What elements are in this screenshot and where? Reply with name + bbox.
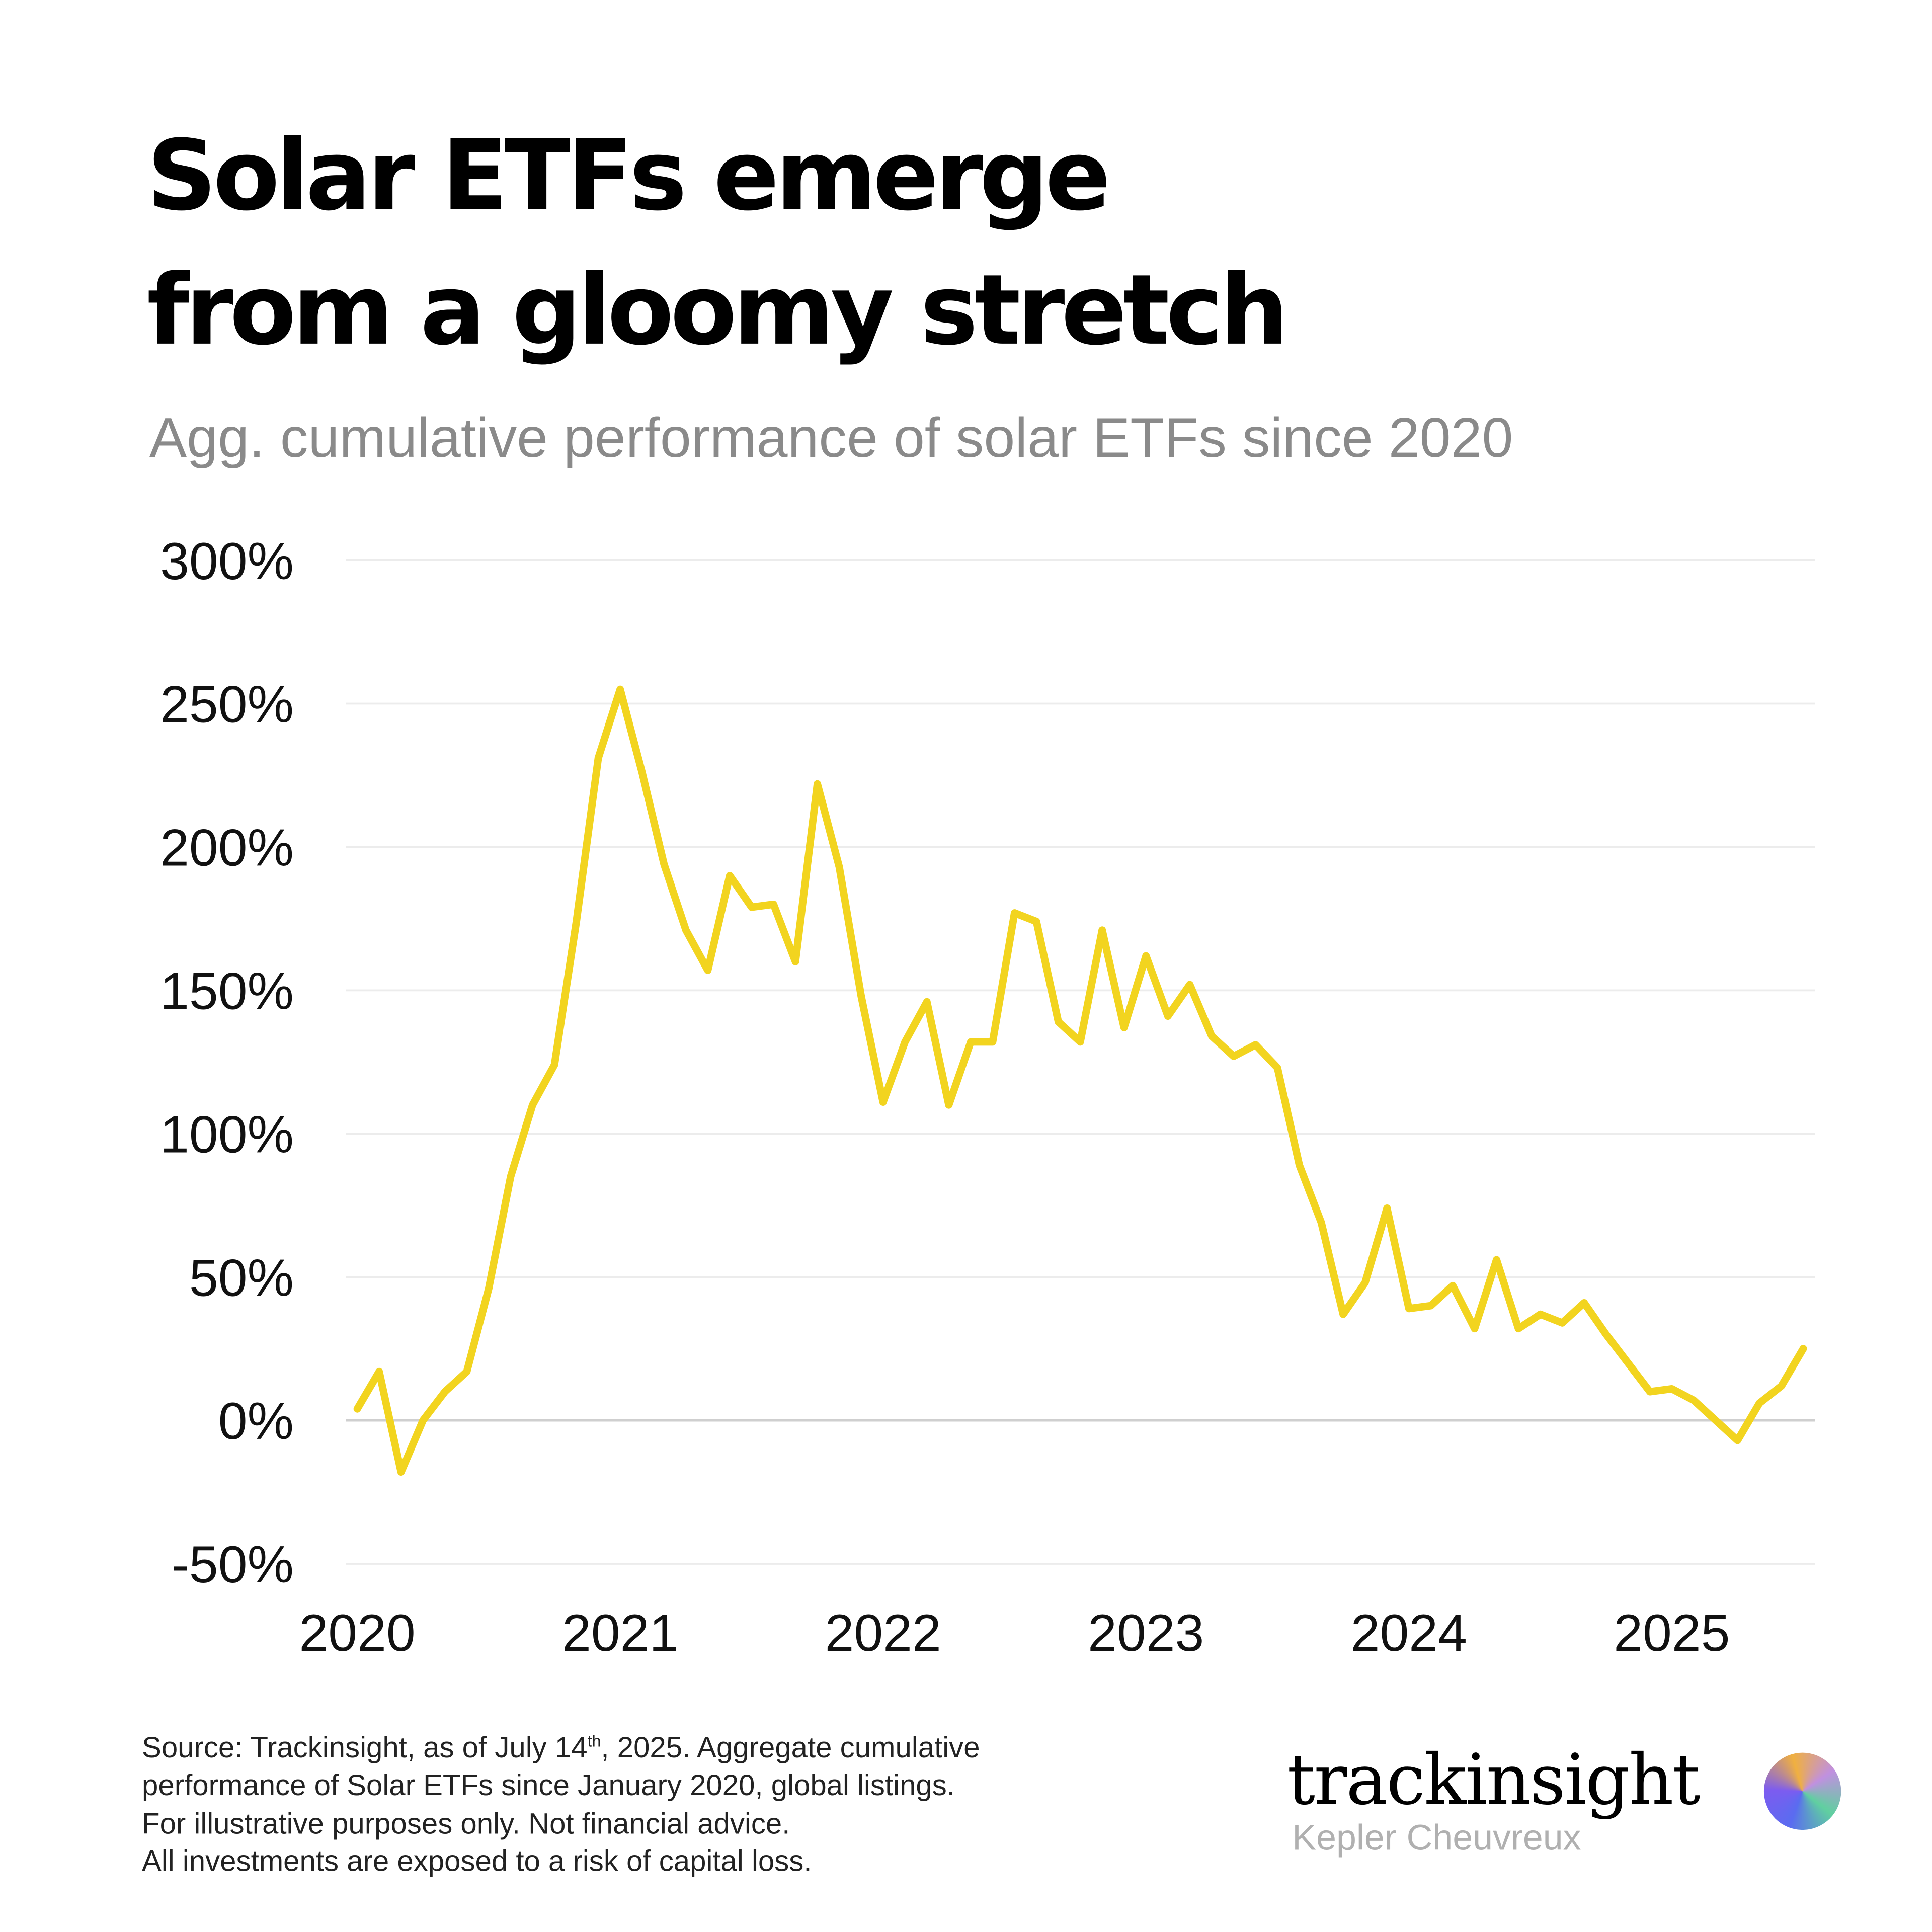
logo-subtitle: Kepler Cheuvreux (1292, 1818, 1581, 1859)
trackinsight-logo: trackinsight Kepler Cheuvreux (1287, 1740, 1700, 1859)
x-tick-label: 2025 (1614, 1604, 1730, 1662)
x-tick-label: 2022 (825, 1604, 941, 1662)
line-chart: 300% 250% 200% 150% 100% 50% 0% -50%2020 2021 202… (160, 532, 1815, 1662)
title-line-2: from a gloomy stretch (146, 255, 1289, 367)
footnote-line-2: performance of Solar ETFs since January … (142, 1769, 955, 1802)
source-footnote: Source: Trackinsight, as of July 14th, 2… (142, 1723, 980, 1881)
logo-wordmark: trackinsight (1287, 1740, 1700, 1821)
footnote-line-4: All investments are exposed to a risk of… (142, 1845, 812, 1878)
x-tick-label: 2023 (1088, 1604, 1204, 1662)
title-line-1: Solar ETFs emerge (146, 120, 1111, 233)
y-tick-label: 100% (160, 1105, 294, 1164)
x-tick-label: 2021 (562, 1604, 678, 1662)
chart-title: Solar ETFs emerge from a gloomy stretch (146, 110, 1289, 378)
y-tick-label: 250% (160, 676, 294, 734)
x-tick-label: 2024 (1351, 1604, 1467, 1662)
footnote-line-1-end: , 2025. Aggregate cumulative (601, 1731, 980, 1764)
y-tick-label: -50% (172, 1536, 294, 1594)
logo-circle-icon (1763, 1752, 1841, 1830)
y-tick-label: 150% (160, 962, 294, 1020)
y-tick-label: 50% (189, 1249, 294, 1307)
y-tick-label: 0% (218, 1392, 294, 1451)
performance-line (353, 685, 1807, 1476)
footnote-line-1: Source: Trackinsight, as of July 14 (142, 1731, 588, 1764)
footnote-sup: th (587, 1731, 601, 1750)
chart-subtitle: Agg. cumulative performance of solar ETF… (149, 406, 1513, 469)
y-tick-label: 300% (160, 532, 294, 591)
footnote-line-3: For illustrative purposes only. Not fina… (142, 1807, 790, 1840)
y-tick-label: 200% (160, 819, 294, 877)
x-tick-label: 2020 (299, 1604, 416, 1662)
